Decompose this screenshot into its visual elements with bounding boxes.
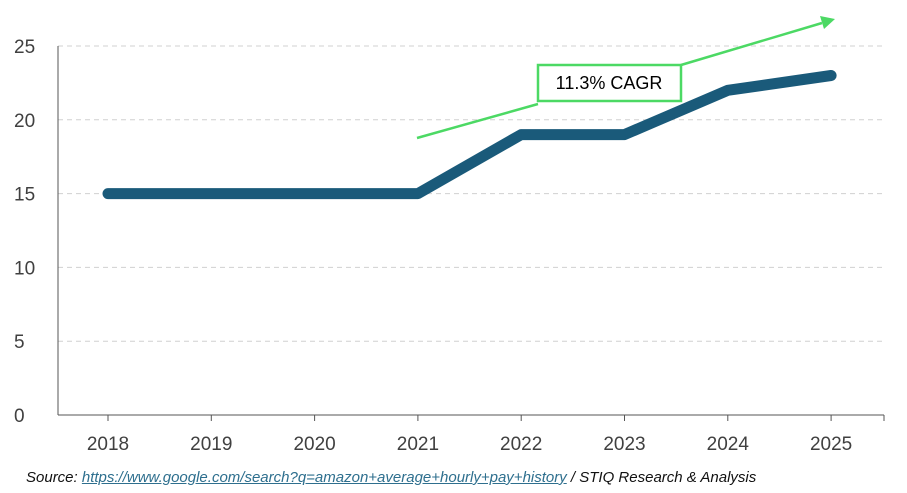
source-link[interactable]: https://www.google.com/search?q=amazon+a…	[81, 469, 567, 486]
cagr-trend-arrow	[416, 16, 835, 140]
axes	[57, 46, 884, 416]
cagr-annotation: 11.3% CAGR	[536, 63, 683, 103]
y-tick-label: 10	[14, 258, 35, 279]
source-prefix: Source:	[26, 469, 82, 486]
y-tick-label: 25	[14, 37, 35, 58]
cagr-annotation-box	[536, 63, 683, 103]
source-suffix: / STIQ Research & Analysis	[566, 469, 757, 486]
series-group	[102, 70, 837, 200]
y-tick-labels: 0 5 10 15 20 25	[14, 37, 35, 427]
y-tick-label: 5	[14, 332, 25, 353]
x-tick-label: 2022	[500, 434, 542, 455]
x-tick-label: 2023	[603, 434, 645, 455]
x-tick-label: 2019	[190, 434, 232, 455]
x-tick-labels: 2018 2019 2020 2021 2022 2023 2024 2025	[87, 415, 885, 455]
x-tick-label: 2021	[397, 434, 439, 455]
x-tick-label: 2018	[87, 434, 129, 455]
arrowhead-icon	[820, 16, 835, 29]
cagr-arrow-line	[680, 21, 823, 67]
x-tick-label: 2024	[707, 434, 750, 455]
y-tick-label: 20	[14, 111, 35, 132]
x-tick-label: 2020	[293, 434, 335, 455]
y-tick-label: 0	[14, 406, 25, 427]
source-line: Source: https://www.google.com/search?q=…	[26, 469, 756, 486]
y-tick-label: 15	[14, 185, 35, 206]
series-line	[102, 70, 837, 200]
x-tick-label: 2025	[810, 434, 852, 455]
cagr-arrow-line	[416, 102, 539, 140]
cagr-annotation-text: 11.3% CAGR	[556, 73, 663, 93]
